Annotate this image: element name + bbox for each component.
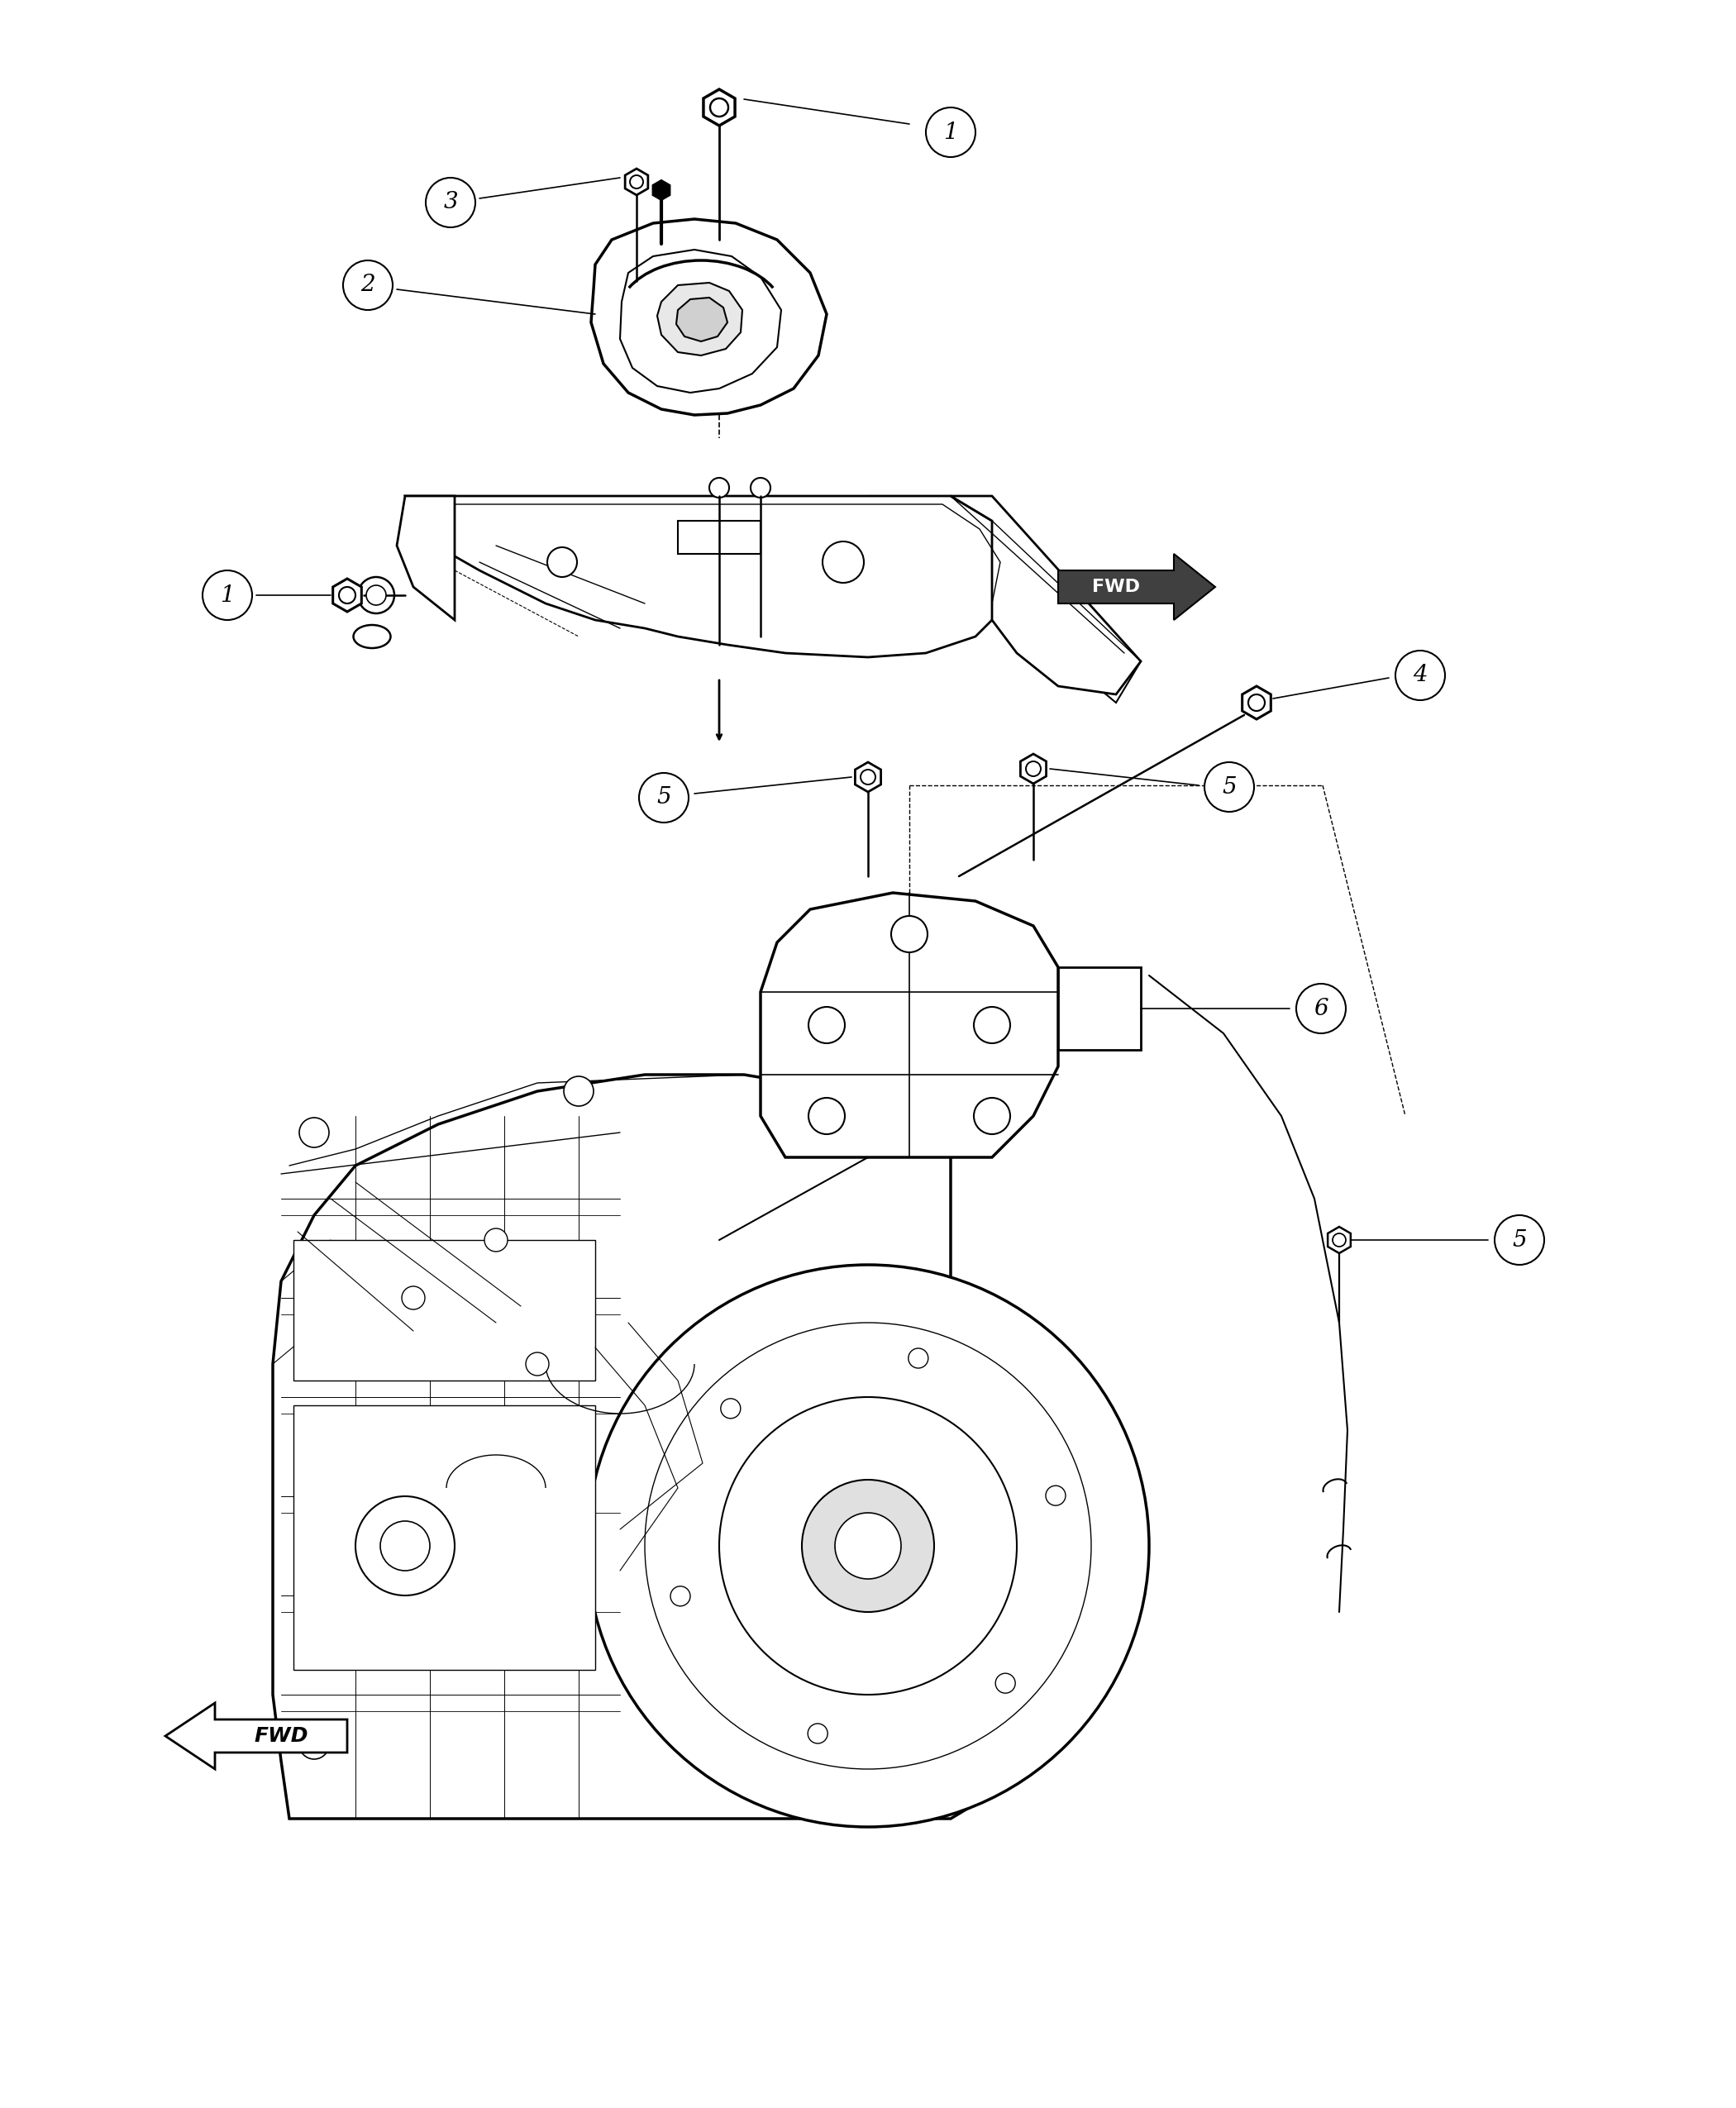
Circle shape [630,175,642,188]
Circle shape [1333,1233,1345,1246]
Text: FWD: FWD [253,1726,309,1745]
Polygon shape [625,169,648,196]
Circle shape [1396,651,1444,700]
Circle shape [356,1497,455,1596]
Text: 5: 5 [656,786,672,809]
Circle shape [339,586,356,603]
Circle shape [1297,984,1345,1033]
Circle shape [358,578,394,613]
Circle shape [710,479,729,497]
Text: 5: 5 [1512,1229,1526,1252]
Circle shape [710,99,729,116]
Circle shape [344,261,392,310]
Circle shape [807,1724,828,1743]
Circle shape [203,571,252,620]
Text: FWD: FWD [1092,580,1141,594]
Circle shape [974,1098,1010,1134]
Polygon shape [273,1075,1009,1819]
Circle shape [1026,761,1042,776]
Circle shape [644,1322,1092,1769]
Polygon shape [760,894,1059,1157]
Text: 5: 5 [1222,776,1236,799]
Circle shape [995,1674,1016,1693]
Circle shape [1248,694,1266,710]
Polygon shape [398,495,455,620]
Circle shape [380,1522,431,1570]
Circle shape [974,1008,1010,1043]
Polygon shape [703,89,734,126]
Polygon shape [620,249,781,392]
Polygon shape [1328,1227,1351,1254]
Circle shape [299,1729,330,1760]
Circle shape [823,542,865,582]
Circle shape [401,1286,425,1309]
Polygon shape [677,297,727,341]
Circle shape [670,1585,691,1606]
Polygon shape [293,1240,595,1381]
Circle shape [547,548,576,578]
Circle shape [891,917,927,953]
Polygon shape [868,495,1141,702]
Circle shape [908,1349,929,1368]
Circle shape [564,1077,594,1107]
Circle shape [779,1086,809,1115]
Circle shape [720,1398,741,1419]
Circle shape [587,1265,1149,1828]
Circle shape [1205,763,1253,812]
Ellipse shape [354,624,391,647]
Text: 6: 6 [1314,997,1328,1020]
Circle shape [925,108,976,158]
Text: 2: 2 [361,274,375,297]
Polygon shape [653,179,670,200]
Circle shape [802,1480,934,1613]
Circle shape [1045,1486,1066,1505]
Polygon shape [1059,554,1215,620]
Text: 3: 3 [443,192,458,213]
Polygon shape [1243,685,1271,719]
Polygon shape [677,521,760,554]
Circle shape [526,1353,549,1377]
Circle shape [750,479,771,497]
Circle shape [809,1008,845,1043]
Polygon shape [658,282,743,356]
Polygon shape [293,1406,595,1670]
Polygon shape [951,495,1141,694]
Polygon shape [404,495,1017,658]
Polygon shape [1059,968,1141,1050]
Circle shape [861,769,875,784]
Polygon shape [856,763,880,793]
Polygon shape [1021,755,1047,784]
Circle shape [366,586,385,605]
Circle shape [299,1117,330,1147]
Polygon shape [590,219,826,415]
Polygon shape [333,580,361,611]
Polygon shape [165,1703,347,1769]
Circle shape [639,774,689,822]
Text: 1: 1 [220,584,234,607]
Circle shape [835,1514,901,1579]
Circle shape [425,177,476,228]
Text: 4: 4 [1413,664,1427,687]
Circle shape [719,1398,1017,1695]
Circle shape [809,1098,845,1134]
Circle shape [484,1229,507,1252]
Text: 1: 1 [943,120,958,143]
Circle shape [1495,1214,1545,1265]
